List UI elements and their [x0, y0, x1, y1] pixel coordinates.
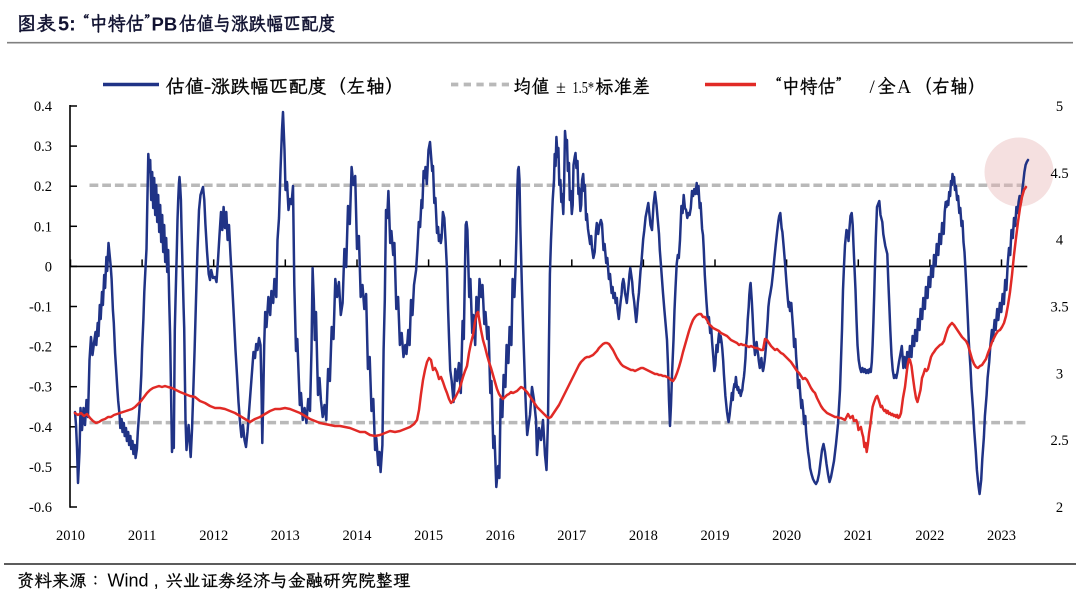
svg-text:2023: 2023 [987, 528, 1016, 544]
svg-text:1.5*: 1.5* [573, 78, 595, 97]
svg-text:-0.6: -0.6 [29, 500, 52, 516]
svg-text:0.1: 0.1 [34, 219, 52, 235]
svg-text:5: 5 [1056, 99, 1063, 115]
svg-text:3.5: 3.5 [1050, 300, 1068, 316]
svg-text:Wind: Wind [108, 571, 149, 591]
svg-text:2021: 2021 [844, 528, 873, 544]
svg-text:2018: 2018 [629, 528, 658, 544]
svg-text:2: 2 [1056, 500, 1063, 516]
svg-text:2011: 2011 [128, 528, 156, 544]
svg-text:0.3: 0.3 [34, 139, 52, 155]
svg-text:2022: 2022 [915, 528, 944, 544]
svg-text:0.2: 0.2 [34, 179, 52, 195]
svg-text:,: , [154, 571, 159, 592]
svg-text:-0.2: -0.2 [29, 340, 52, 356]
svg-text:-0.1: -0.1 [29, 300, 52, 316]
svg-text:2020: 2020 [772, 528, 801, 544]
svg-text:5:: 5: [58, 13, 76, 35]
svg-text:2.5: 2.5 [1050, 433, 1068, 449]
svg-text:2015: 2015 [414, 528, 443, 544]
svg-text:2017: 2017 [557, 528, 586, 544]
svg-text:2014: 2014 [343, 528, 373, 544]
svg-text:±: ± [556, 77, 566, 97]
svg-text:2010: 2010 [56, 528, 85, 544]
svg-text:3: 3 [1056, 366, 1063, 382]
svg-text:2019: 2019 [701, 528, 730, 544]
svg-text:/: / [870, 77, 876, 98]
svg-text:0.4: 0.4 [34, 99, 53, 115]
svg-text:-0.4: -0.4 [29, 420, 53, 436]
svg-text:2012: 2012 [199, 528, 228, 544]
svg-text:4: 4 [1056, 233, 1064, 249]
svg-text:4.5: 4.5 [1050, 166, 1068, 182]
svg-text:2013: 2013 [271, 528, 300, 544]
svg-text:A: A [897, 77, 911, 98]
svg-text:-0.3: -0.3 [29, 380, 52, 396]
svg-text:0: 0 [45, 259, 52, 275]
svg-text:-0.5: -0.5 [29, 460, 52, 476]
svg-text:PB: PB [152, 13, 178, 34]
svg-text:2016: 2016 [486, 528, 515, 544]
